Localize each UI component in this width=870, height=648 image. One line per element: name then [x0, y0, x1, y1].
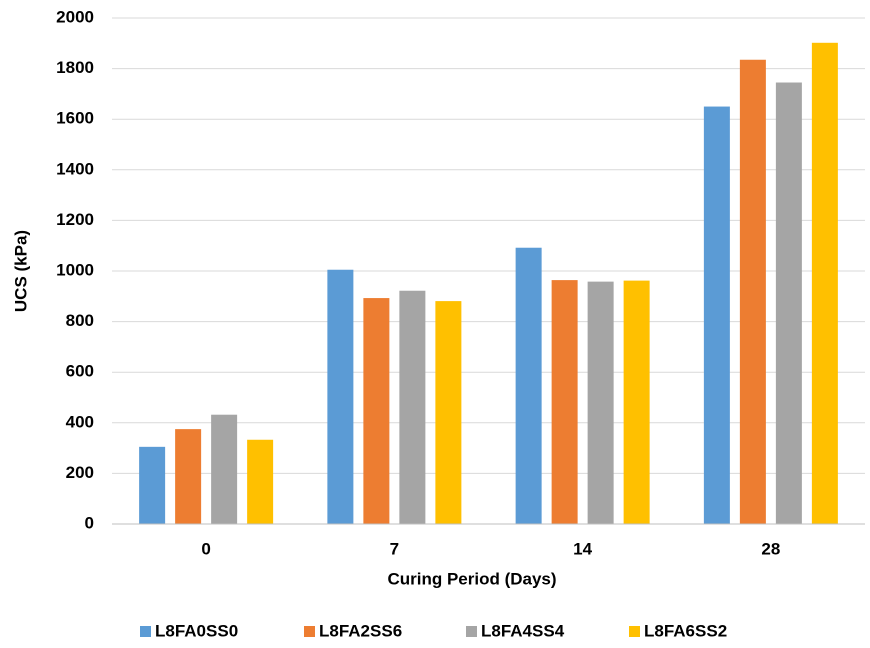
- bar: [775, 82, 802, 524]
- legend-label: L8FA4SS4: [481, 621, 565, 640]
- bar: [399, 290, 426, 524]
- y-tick-label: 1200: [56, 210, 94, 229]
- y-axis-title: UCS (kPa): [11, 230, 30, 312]
- bar: [211, 414, 238, 524]
- bar: [739, 59, 766, 525]
- x-tick-label: 0: [201, 539, 210, 558]
- bar: [247, 439, 274, 524]
- y-tick-label: 600: [66, 362, 94, 381]
- x-tick-label: 7: [390, 539, 399, 558]
- legend-label: L8FA2SS6: [319, 621, 402, 640]
- bar: [551, 280, 578, 524]
- bar: [363, 298, 390, 524]
- legend-label: L8FA0SS0: [155, 621, 238, 640]
- bar: [175, 429, 202, 524]
- y-tick-label: 2000: [56, 7, 94, 26]
- legend-label: L8FA6SS2: [644, 621, 727, 640]
- x-tick-label: 28: [761, 539, 780, 558]
- bar: [811, 42, 838, 524]
- y-tick-label: 1000: [56, 260, 94, 279]
- legend-swatch: [629, 626, 640, 637]
- bar: [623, 280, 650, 524]
- x-axis-title: Curing Period (Days): [387, 569, 556, 588]
- legend-swatch: [304, 626, 315, 637]
- bar: [587, 281, 614, 524]
- y-tick-label: 200: [66, 463, 94, 482]
- y-tick-label: 1800: [56, 58, 94, 77]
- bar: [139, 446, 166, 524]
- y-tick-label: 800: [66, 311, 94, 330]
- legend-swatch: [140, 626, 151, 637]
- bar: [515, 247, 542, 524]
- bar: [327, 269, 354, 524]
- y-tick-label: 0: [85, 513, 94, 532]
- y-tick-label: 1400: [56, 159, 94, 178]
- x-tick-label: 14: [573, 539, 592, 558]
- y-tick-label: 1600: [56, 109, 94, 128]
- y-tick-label: 400: [66, 412, 94, 431]
- bar: [435, 301, 462, 524]
- bar: [703, 106, 730, 525]
- legend-swatch: [466, 626, 477, 637]
